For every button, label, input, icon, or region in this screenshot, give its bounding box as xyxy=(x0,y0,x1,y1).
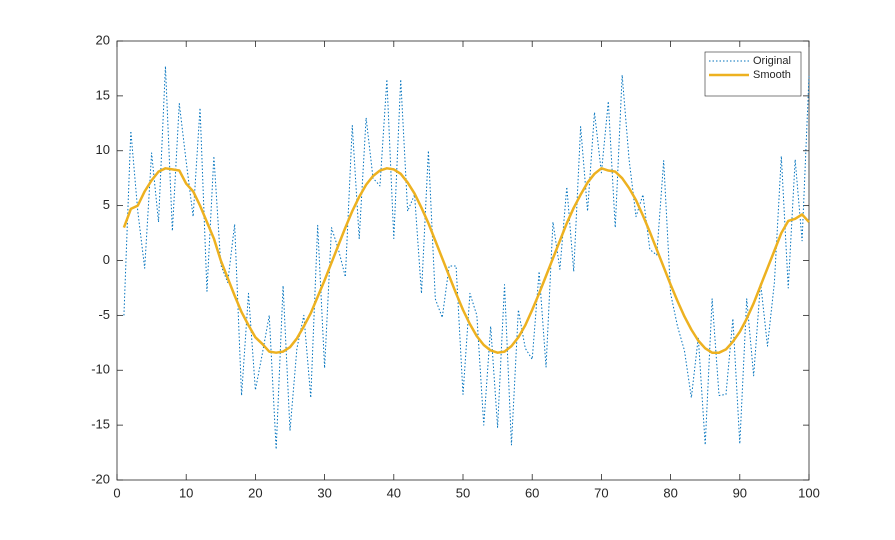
x-tick-label: 0 xyxy=(113,485,120,500)
x-tick-label: 10 xyxy=(179,485,193,500)
x-tick-label: 100 xyxy=(798,485,820,500)
x-tick-label: 20 xyxy=(248,485,262,500)
y-tick-label: 10 xyxy=(96,142,110,157)
y-tick-label: -15 xyxy=(91,417,110,432)
legend-label: Smooth xyxy=(753,69,791,81)
plot-area xyxy=(116,40,810,481)
line-series xyxy=(123,65,810,450)
x-tick-label: 60 xyxy=(525,485,539,500)
x-tick-label: 90 xyxy=(733,485,747,500)
y-tick-label: 0 xyxy=(103,252,110,267)
x-tick-label: 80 xyxy=(663,485,677,500)
y-tick-label: -20 xyxy=(91,471,110,486)
x-tick-label: 40 xyxy=(387,485,401,500)
line-series xyxy=(122,167,810,354)
legend-label: Original xyxy=(753,55,791,67)
y-tick-label: -5 xyxy=(98,307,110,322)
x-tick-label: 70 xyxy=(594,485,608,500)
y-tick-label: 15 xyxy=(96,87,110,102)
y-tick-label: 20 xyxy=(96,32,110,47)
x-tick-label: 50 xyxy=(456,485,470,500)
y-tick-label: -10 xyxy=(91,362,110,377)
y-tick-label: 5 xyxy=(103,197,110,212)
legend: Original Smooth xyxy=(704,51,802,97)
x-tick-label: 30 xyxy=(317,485,331,500)
